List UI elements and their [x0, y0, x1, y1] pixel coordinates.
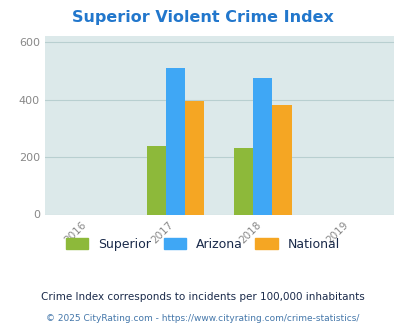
Text: Superior Violent Crime Index: Superior Violent Crime Index — [72, 10, 333, 25]
Text: Crime Index corresponds to incidents per 100,000 inhabitants: Crime Index corresponds to incidents per… — [41, 292, 364, 302]
Legend: Superior, Arizona, National: Superior, Arizona, National — [61, 233, 344, 256]
Bar — [253, 78, 272, 214]
Text: © 2025 CityRating.com - https://www.cityrating.com/crime-statistics/: © 2025 CityRating.com - https://www.city… — [46, 314, 359, 323]
Bar — [166, 68, 185, 214]
Bar — [147, 147, 166, 214]
Bar — [272, 105, 291, 214]
Bar — [234, 148, 253, 214]
Bar — [185, 101, 204, 214]
